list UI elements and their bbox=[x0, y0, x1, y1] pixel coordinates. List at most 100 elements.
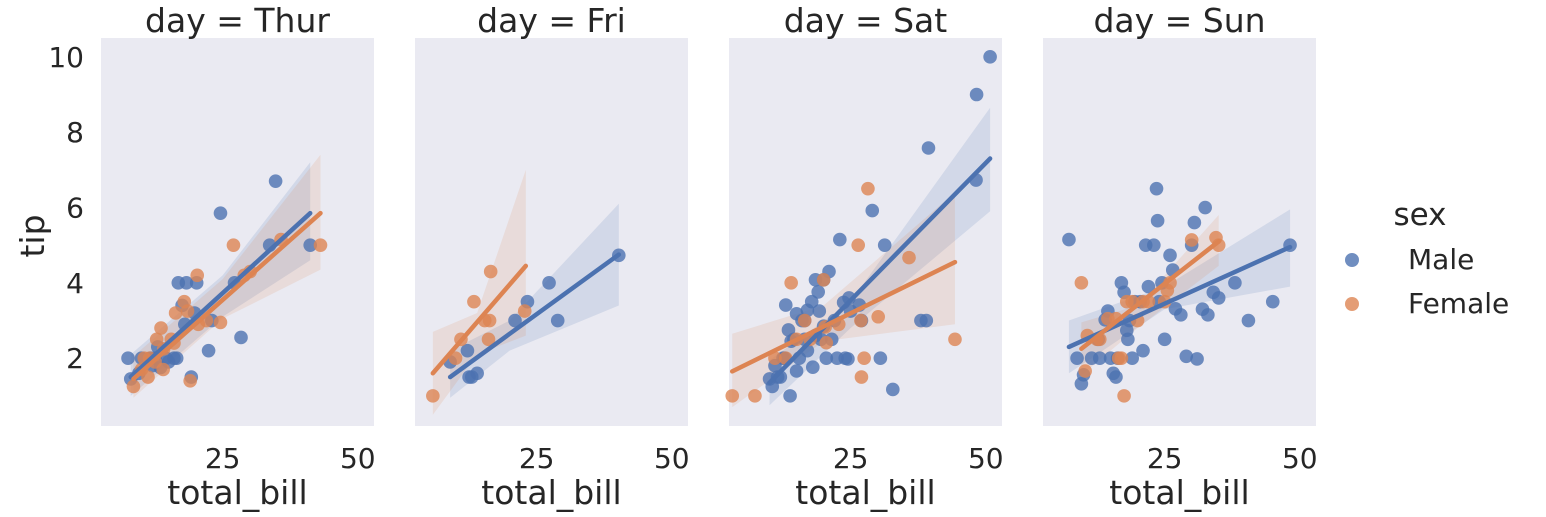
data-point-male bbox=[1198, 200, 1212, 215]
data-point-female bbox=[854, 313, 868, 328]
data-point-male bbox=[1174, 308, 1188, 322]
data-point-male bbox=[1190, 352, 1204, 366]
data-point-male bbox=[969, 87, 984, 102]
data-point-male bbox=[805, 360, 820, 375]
data-point-male bbox=[1157, 332, 1172, 347]
data-point-male bbox=[464, 370, 479, 384]
regression-line-female bbox=[729, 259, 958, 374]
data-point-male bbox=[550, 313, 565, 328]
data-point-male bbox=[1211, 291, 1226, 305]
x-tick-label: 25 bbox=[519, 442, 555, 475]
data-point-female bbox=[768, 351, 782, 365]
panel-title: day = Sun bbox=[1093, 1, 1265, 40]
data-point-female bbox=[154, 321, 168, 335]
data-point-female bbox=[797, 313, 812, 328]
legend-marker-male bbox=[1345, 253, 1359, 267]
regression-line-female bbox=[430, 263, 529, 376]
data-point-male bbox=[833, 232, 847, 247]
data-point-female bbox=[1111, 351, 1126, 365]
data-point-female bbox=[1184, 233, 1199, 247]
data-point-male bbox=[983, 50, 997, 64]
data-point-male bbox=[811, 285, 825, 299]
x-tick-label: 50 bbox=[1282, 442, 1318, 475]
data-point-female bbox=[854, 370, 869, 384]
data-point-male bbox=[783, 389, 797, 403]
data-point-male bbox=[179, 276, 194, 290]
data-point-male bbox=[789, 364, 804, 378]
data-point-male bbox=[201, 343, 216, 358]
data-point-male bbox=[460, 343, 475, 358]
data-point-male bbox=[1201, 308, 1215, 322]
data-point-female bbox=[226, 238, 241, 252]
data-point-male bbox=[268, 174, 283, 188]
data-point-male bbox=[778, 298, 793, 312]
data-point-female bbox=[481, 332, 496, 347]
data-point-female bbox=[180, 304, 195, 318]
data-point-female bbox=[725, 389, 740, 403]
data-point-male bbox=[1109, 370, 1123, 384]
y-tick-label: 4 bbox=[66, 267, 84, 300]
data-point-female bbox=[149, 332, 164, 347]
x-tick-label: 50 bbox=[654, 442, 690, 475]
regression-line-male bbox=[447, 252, 622, 380]
legend: sex Male Female bbox=[1345, 197, 1509, 320]
data-point-male bbox=[1179, 349, 1194, 364]
data-point-female bbox=[482, 313, 497, 328]
data-point-female bbox=[902, 250, 916, 265]
data-point-male bbox=[1062, 232, 1076, 247]
y-tick-label: 10 bbox=[48, 41, 84, 74]
data-point-female bbox=[1078, 364, 1092, 378]
ci-band-male bbox=[450, 203, 619, 398]
data-point-male bbox=[1187, 215, 1202, 230]
data-point-female bbox=[857, 351, 871, 365]
data-point-male bbox=[819, 351, 834, 365]
data-point-female bbox=[183, 373, 197, 388]
data-point-female bbox=[426, 389, 440, 403]
regression-line-male bbox=[128, 210, 313, 380]
data-point-female bbox=[748, 389, 762, 403]
x-axis-label: total_bill bbox=[167, 473, 307, 512]
regression-line-male bbox=[767, 156, 993, 385]
data-point-male bbox=[542, 276, 556, 290]
data-point-female bbox=[313, 238, 328, 252]
data-point-female bbox=[861, 181, 875, 196]
x-axis-label: total_bill bbox=[1109, 473, 1249, 512]
data-point-female bbox=[1117, 389, 1131, 403]
data-point-male bbox=[921, 141, 936, 155]
data-point-female bbox=[483, 264, 498, 279]
data-point-male bbox=[919, 313, 934, 328]
x-tick-label: 25 bbox=[1147, 442, 1183, 475]
data-point-male bbox=[1121, 332, 1135, 347]
y-tick-label: 8 bbox=[66, 116, 84, 149]
data-point-male bbox=[812, 304, 827, 318]
facet-panels: day = Thur 25 50 total_bill 2 4 6 8 10 day = Fri 2… bbox=[48, 1, 1317, 512]
data-point-male bbox=[1150, 213, 1165, 228]
data-point-male bbox=[800, 303, 815, 318]
data-point-female bbox=[168, 306, 183, 320]
data-point-male bbox=[873, 351, 888, 365]
panel-title: day = Sat bbox=[784, 1, 947, 40]
x-tick-label: 25 bbox=[205, 442, 241, 475]
data-point-male bbox=[508, 313, 522, 328]
panel-title: day = Thur bbox=[145, 1, 330, 40]
data-point-female bbox=[141, 370, 155, 384]
data-point-male bbox=[886, 382, 900, 397]
data-point-male bbox=[877, 238, 892, 252]
data-point-male bbox=[1141, 279, 1156, 294]
data-point-male bbox=[1136, 343, 1150, 358]
panel-thur: day = Thur 25 50 total_bill 2 4 6 8 10 bbox=[48, 1, 375, 512]
data-point-male bbox=[213, 206, 228, 220]
data-point-male bbox=[1070, 351, 1084, 365]
data-point-male bbox=[1147, 238, 1161, 252]
data-point-male bbox=[303, 238, 318, 252]
data-point-female bbox=[190, 268, 205, 283]
legend-label-female: Female bbox=[1408, 287, 1509, 320]
data-point-male bbox=[1092, 351, 1107, 365]
y-tick-label: 2 bbox=[66, 342, 84, 375]
data-point-male bbox=[1163, 248, 1177, 263]
data-point-male bbox=[865, 203, 880, 218]
x-tick-label: 50 bbox=[968, 442, 1004, 475]
data-point-female bbox=[448, 351, 463, 365]
data-point-male bbox=[1265, 294, 1280, 309]
